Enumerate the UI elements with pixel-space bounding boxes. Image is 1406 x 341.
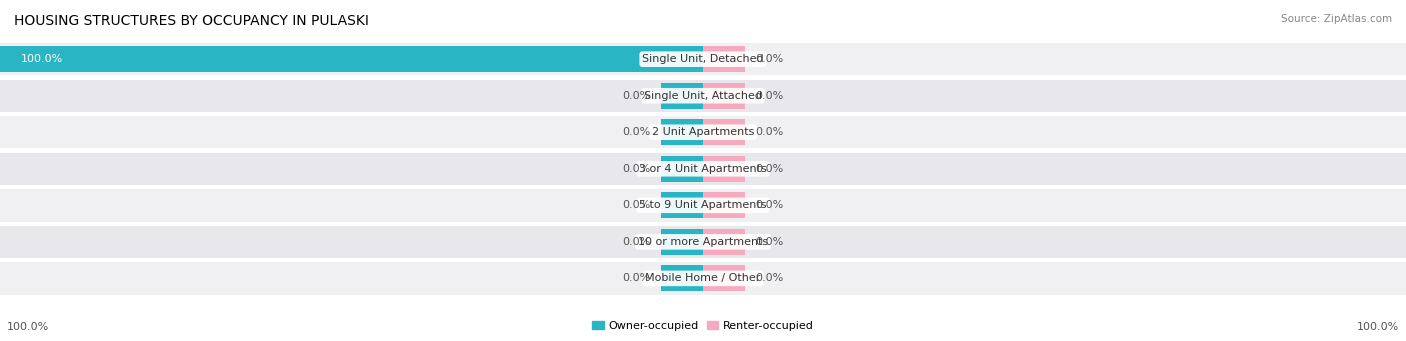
Text: 0.0%: 0.0% [756, 91, 785, 101]
Text: Source: ZipAtlas.com: Source: ZipAtlas.com [1281, 14, 1392, 24]
Bar [703, 265, 745, 291]
Text: HOUSING STRUCTURES BY OCCUPANCY IN PULASKI: HOUSING STRUCTURES BY OCCUPANCY IN PULAS… [14, 14, 368, 28]
Text: 0.0%: 0.0% [621, 91, 650, 101]
Text: 10 or more Apartments: 10 or more Apartments [638, 237, 768, 247]
Text: 0.0%: 0.0% [756, 273, 785, 283]
Bar [661, 229, 703, 255]
Text: 2 Unit Apartments: 2 Unit Apartments [652, 127, 754, 137]
Text: 0.0%: 0.0% [621, 237, 650, 247]
Bar [703, 83, 745, 109]
Text: 5 to 9 Unit Apartments: 5 to 9 Unit Apartments [640, 200, 766, 210]
Text: 100.0%: 100.0% [21, 54, 63, 64]
Text: 0.0%: 0.0% [756, 54, 785, 64]
Legend: Owner-occupied, Renter-occupied: Owner-occupied, Renter-occupied [588, 316, 818, 336]
Bar [703, 46, 745, 72]
Text: 0.0%: 0.0% [621, 200, 650, 210]
Text: 0.0%: 0.0% [621, 273, 650, 283]
Text: 0.0%: 0.0% [756, 200, 785, 210]
Text: 0.0%: 0.0% [756, 127, 785, 137]
Bar [661, 119, 703, 145]
Text: 3 or 4 Unit Apartments: 3 or 4 Unit Apartments [640, 164, 766, 174]
Bar [703, 119, 745, 145]
Text: 0.0%: 0.0% [756, 164, 785, 174]
Bar [703, 229, 745, 255]
Text: 0.0%: 0.0% [756, 237, 785, 247]
Bar [0, 46, 703, 72]
Text: 100.0%: 100.0% [7, 322, 49, 332]
Text: 0.0%: 0.0% [621, 127, 650, 137]
Text: 100.0%: 100.0% [1357, 322, 1399, 332]
Text: 0.0%: 0.0% [621, 164, 650, 174]
Text: Mobile Home / Other: Mobile Home / Other [645, 273, 761, 283]
Text: Single Unit, Attached: Single Unit, Attached [644, 91, 762, 101]
Bar [661, 265, 703, 291]
Bar [661, 192, 703, 218]
Bar [703, 192, 745, 218]
Bar [661, 83, 703, 109]
Bar [703, 156, 745, 182]
Text: Single Unit, Detached: Single Unit, Detached [643, 54, 763, 64]
Bar [661, 156, 703, 182]
